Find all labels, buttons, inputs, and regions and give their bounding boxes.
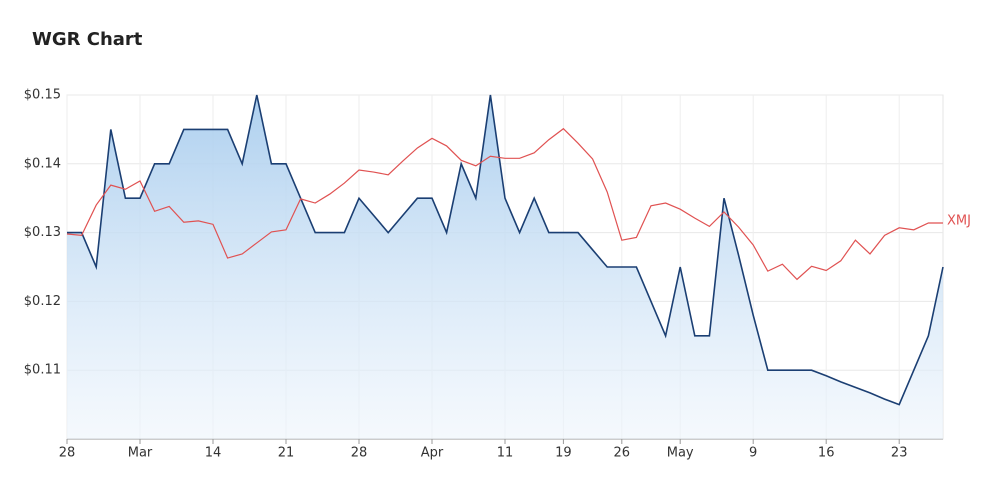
x-tick-label: 14	[205, 446, 222, 461]
x-tick-label: 23	[891, 446, 908, 461]
line	[67, 94, 944, 406]
x-tick-label: 28	[351, 446, 368, 461]
x-tick-label: 11	[497, 446, 514, 461]
x-tick-label: 28	[59, 446, 76, 461]
x-tick-label: May	[667, 446, 694, 461]
y-tick-label: $0.11	[24, 363, 61, 378]
area	[67, 95, 943, 439]
x-tick-label: 9	[749, 446, 757, 461]
y-tick-label: $0.15	[24, 88, 61, 103]
x-tick-label: Apr	[421, 446, 444, 461]
y-tick-label: $0.12	[24, 294, 61, 309]
y-tick-label: $0.13	[24, 225, 61, 240]
line	[66, 127, 943, 281]
y-tick-label: $0.14	[24, 156, 61, 171]
x-tick-label: 26	[614, 446, 631, 461]
x-tick-label: 21	[278, 446, 295, 461]
series-label: XMJ	[947, 213, 971, 228]
chart-title: WGR Chart	[32, 29, 143, 50]
x-tick-label: 16	[818, 446, 835, 461]
x-tick-label: Mar	[128, 446, 153, 461]
x-tick-label: 19	[555, 446, 572, 461]
